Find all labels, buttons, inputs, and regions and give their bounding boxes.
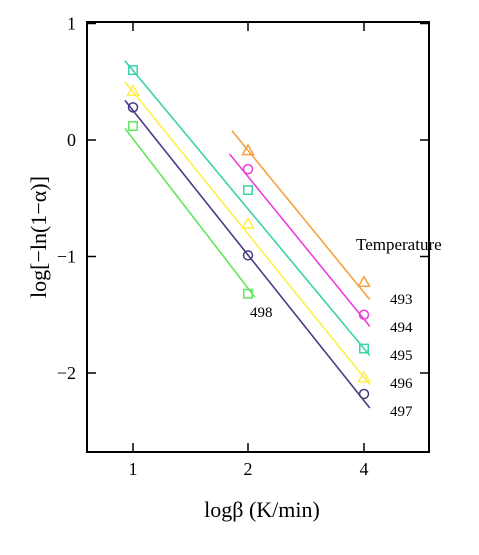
x-tick-label-1: 1: [129, 459, 138, 479]
x-tick-label-4: 4: [360, 459, 369, 479]
y-axis-title: log[−ln(1−α)]: [26, 176, 51, 298]
point-498-2: [243, 288, 253, 299]
x-axis-title: logβ (K/min): [204, 497, 320, 522]
y-tick-label--1: −1: [57, 247, 76, 267]
series-label-496: 496: [390, 376, 413, 392]
series-label-494: 494: [390, 320, 413, 336]
fit-line-494: [228, 153, 371, 327]
point-494-2: [358, 309, 370, 320]
series-label-497: 497: [390, 404, 413, 420]
series-label-493: 493: [390, 292, 413, 308]
point-496-2: [241, 216, 255, 229]
legend-title: Temperature: [356, 235, 442, 254]
point-494-1: [242, 163, 254, 175]
point-497-2: [242, 250, 254, 261]
y-tick-label-1: 1: [67, 14, 76, 34]
point-496-3: [357, 370, 371, 383]
plot-frame: [86, 21, 430, 453]
point-497-3: [358, 388, 370, 400]
y-tick-label-0: 0: [67, 130, 76, 150]
x-tick-label-2: 2: [244, 459, 253, 479]
point-497-1: [127, 102, 139, 113]
fit-line-497: [124, 99, 371, 409]
y-tick-label--2: −2: [57, 363, 76, 383]
series-label-498: 498: [250, 305, 273, 321]
point-495-2: [243, 185, 253, 196]
series-label-495: 495: [390, 348, 413, 364]
point-495-3: [359, 343, 369, 354]
point-495-1: [128, 65, 138, 76]
fit-line-496: [124, 81, 371, 386]
fit-line-498: [124, 127, 256, 298]
point-498-1: [128, 121, 138, 131]
point-493-2: [357, 275, 371, 288]
fit-line-493: [231, 130, 371, 301]
fit-line-495: [124, 60, 371, 357]
point-493-1: [241, 143, 255, 156]
point-496-1: [126, 84, 140, 96]
